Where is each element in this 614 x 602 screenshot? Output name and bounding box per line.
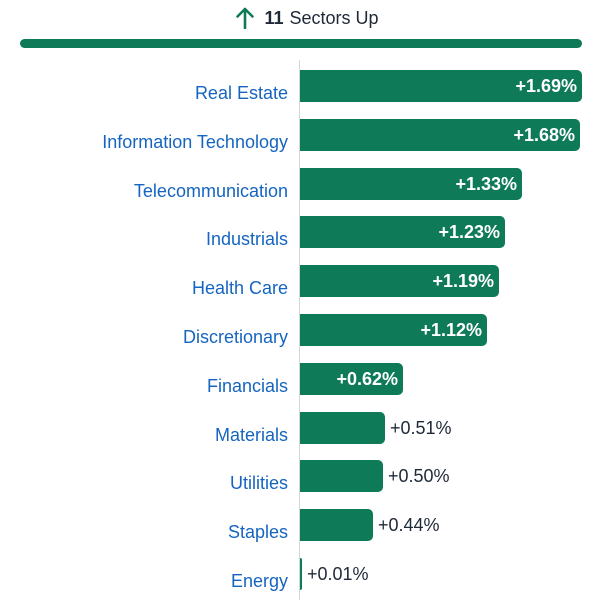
- chart-row: Utilities +0.50%: [0, 460, 614, 494]
- chart-row: Industrials +1.23%: [0, 216, 614, 250]
- chart-baseline: [299, 60, 300, 600]
- chart-row: Staples +0.44%: [0, 509, 614, 543]
- category-label[interactable]: Information Technology: [102, 132, 288, 152]
- chart-row: Information Technology +1.68%: [0, 119, 614, 153]
- category-label[interactable]: Utilities: [229, 473, 288, 493]
- category-label[interactable]: Staples: [227, 522, 288, 542]
- bar: [300, 314, 487, 346]
- bar: [300, 265, 499, 297]
- chart-row: Discretionary +1.12%: [0, 314, 614, 348]
- bar: [300, 460, 383, 492]
- category-label[interactable]: Industrials: [205, 229, 288, 249]
- value-label: +1.19%: [432, 271, 494, 291]
- value-label: +0.01%: [307, 564, 369, 584]
- chart-row: Financials +0.62%: [0, 363, 614, 397]
- value-label: +1.23%: [438, 222, 500, 242]
- bar: [300, 119, 580, 151]
- value-label: +0.62%: [336, 369, 398, 389]
- sectors-up-summary-bar: [20, 39, 582, 48]
- category-label[interactable]: Discretionary: [182, 327, 288, 347]
- value-label: +1.33%: [455, 174, 517, 194]
- bar: [300, 558, 302, 590]
- arrow-up-icon: [236, 7, 255, 29]
- sectors-up-count: 11: [264, 7, 284, 28]
- value-label: +1.69%: [515, 76, 577, 96]
- bar: [300, 363, 403, 395]
- chart-row: Telecommunication +1.33%: [0, 168, 614, 202]
- category-label[interactable]: Telecommunication: [133, 181, 288, 201]
- bar: [300, 216, 505, 248]
- value-label: +0.50%: [388, 466, 450, 486]
- header-title: 11 Sectors Up: [264, 8, 378, 29]
- value-label: +0.51%: [390, 418, 452, 438]
- sectors-up-label: Sectors Up: [289, 7, 379, 28]
- bar: [300, 412, 385, 444]
- bar: [300, 168, 522, 200]
- bar: [300, 509, 373, 541]
- category-label[interactable]: Materials: [214, 425, 288, 445]
- category-label[interactable]: Financials: [206, 376, 288, 396]
- value-label: +0.44%: [378, 515, 440, 535]
- bar: [300, 70, 582, 102]
- value-label: +1.68%: [513, 125, 575, 145]
- category-label[interactable]: Real Estate: [194, 83, 288, 103]
- sectors-up-header: 11 Sectors Up: [0, 0, 614, 36]
- sector-performance-chart: Real Estate +1.69% Information Technology +…: [0, 60, 614, 602]
- category-label[interactable]: Health Care: [191, 278, 288, 298]
- chart-row: Real Estate +1.69%: [0, 70, 614, 104]
- chart-row: Materials +0.51%: [0, 412, 614, 446]
- value-label: +1.12%: [420, 320, 482, 340]
- chart-row: Health Care +1.19%: [0, 265, 614, 299]
- category-label[interactable]: Energy: [230, 571, 288, 591]
- chart-row: Energy +0.01%: [0, 558, 614, 592]
